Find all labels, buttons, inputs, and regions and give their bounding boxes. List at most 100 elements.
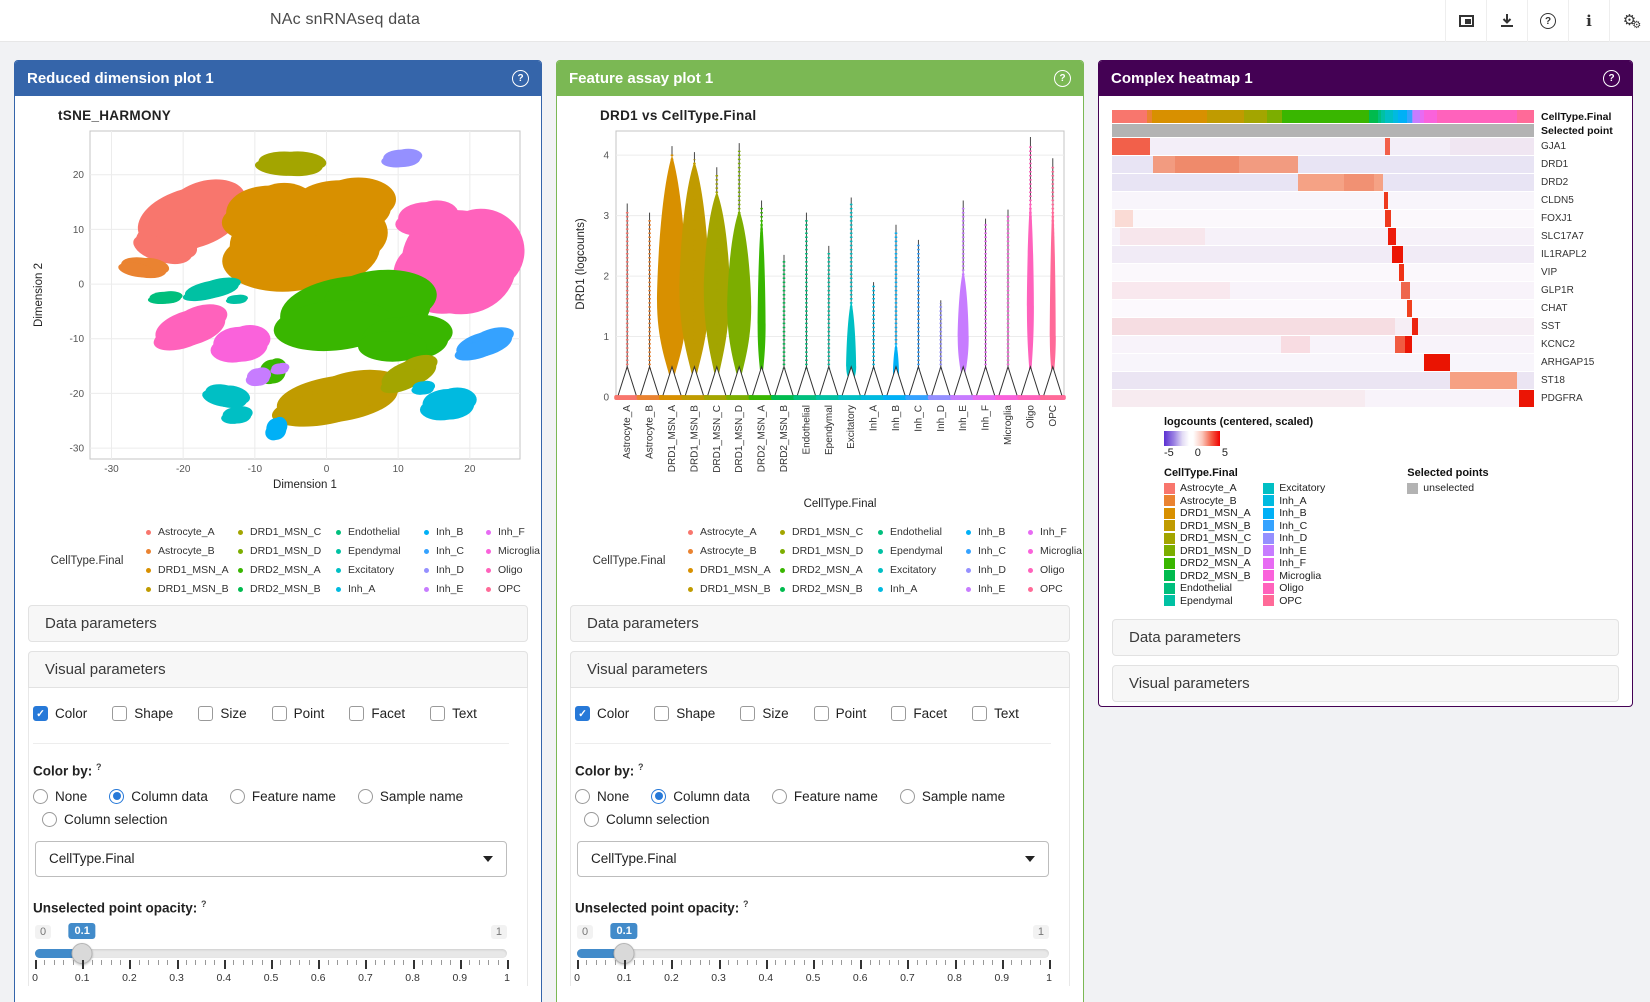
legend-dot-icon xyxy=(146,529,151,535)
accordion-visual-parameters[interactable]: Visual parameters xyxy=(570,651,1070,688)
checkbox-facet[interactable]: Facet xyxy=(349,706,405,721)
heatmap-gene-row[interactable]: DRD1 xyxy=(1112,156,1619,173)
heatmap-colorbar-ticks: -5 0 5 xyxy=(1164,447,1228,459)
checkbox-size[interactable]: Size xyxy=(740,706,789,721)
radio-feature-name[interactable]: Feature name xyxy=(771,788,878,804)
checkbox-text[interactable]: Text xyxy=(430,706,477,721)
radio-none[interactable]: None xyxy=(33,788,87,804)
heatmap-gene-row[interactable]: PDGFRA xyxy=(1112,390,1619,407)
checkbox-shape[interactable]: Shape xyxy=(654,706,715,721)
organization-icon[interactable] xyxy=(1445,0,1486,42)
color-by-column-select[interactable]: CellType.Final xyxy=(35,840,507,877)
settings-gears-icon[interactable]: ⚙⚙ xyxy=(1609,0,1650,42)
legend-item: Astrocyte_B xyxy=(688,545,780,557)
cluster-Inh_E xyxy=(245,373,265,387)
celltype-legend-item: Inh_F xyxy=(1263,557,1325,570)
radio-none[interactable]: None xyxy=(575,788,629,804)
heatmap-gene-row[interactable]: VIP xyxy=(1112,264,1619,281)
slider-track[interactable] xyxy=(577,943,1049,964)
heatmap-gene-row[interactable]: DRD2 xyxy=(1112,174,1619,191)
question-glyph: ? xyxy=(1540,13,1556,29)
legend-item: DRD1_MSN_C xyxy=(780,526,878,538)
legend-item: DRD2_MSN_B xyxy=(238,583,336,595)
heatmap-gene-row[interactable]: GLP1R xyxy=(1112,282,1619,299)
heatmap-gene-row[interactable]: ST18 xyxy=(1112,372,1619,389)
checkbox-unchecked-icon xyxy=(198,706,214,721)
opacity-slider[interactable]: 0 1 0.1 0 0.1 0.2 0.3 0.4 0.5 0.6 0.7 0.8 0.9 1 xyxy=(32,923,510,986)
radio-column-data[interactable]: Column data xyxy=(109,788,208,804)
accordion-data-parameters[interactable]: Data parameters xyxy=(1112,619,1619,656)
checkbox-point[interactable]: Point xyxy=(271,706,324,721)
legend-items: Astrocyte_A DRD1_MSN_C Endothelial Inh_B Inh… xyxy=(146,526,541,595)
svg-text:2: 2 xyxy=(603,272,609,283)
radio-selected-icon xyxy=(109,788,125,804)
panel-header-heatmap[interactable]: Complex heatmap 1 ? xyxy=(1099,61,1632,96)
cluster-Astrocyte_B xyxy=(118,262,155,278)
heatmap-gene-row[interactable]: SST xyxy=(1112,318,1619,335)
celltype-legend-item: Astrocyte_A xyxy=(1164,482,1251,495)
checkbox-shape[interactable]: Shape xyxy=(112,706,173,721)
download-icon[interactable] xyxy=(1486,0,1527,42)
help-mark[interactable]: ? xyxy=(96,762,102,772)
legend-item: Inh_D xyxy=(424,564,486,576)
celltype-legend-item: DRD1_MSN_D xyxy=(1164,545,1251,558)
heatmap-body[interactable]: CellType.Final Selected point GJA1 DRD1 DRD2… xyxy=(1112,110,1619,407)
checkbox-size[interactable]: Size xyxy=(198,706,247,721)
tsne-scatter-plot[interactable]: -30 -20 -10 0 10 20 -30 -20 -10 0 10 20 Dimension 1 D… xyxy=(28,125,528,515)
checkbox-unchecked-icon xyxy=(271,706,287,721)
radio-feature-name[interactable]: Feature name xyxy=(229,788,336,804)
celltype-swatch xyxy=(1164,482,1175,494)
checkbox-facet[interactable]: Facet xyxy=(891,706,947,721)
violin-plot[interactable]: Astrocyte_A Astrocyte_B DRD1_MSN_A DRD1_MSN… xyxy=(570,125,1070,515)
help-mark[interactable]: ? xyxy=(638,762,644,772)
checkbox-color[interactable]: ✓ Color xyxy=(575,706,629,721)
panel-help-icon[interactable]: ? xyxy=(1054,70,1071,87)
celltype-legend-item: Inh_A xyxy=(1263,495,1325,508)
radio-sample-name[interactable]: Sample name xyxy=(357,788,463,804)
heatmap-segment xyxy=(1401,282,1410,299)
annotation-segment-DRD1_MSN_B xyxy=(1207,110,1244,123)
legend-item: Excitatory xyxy=(878,564,966,576)
panel-help-icon[interactable]: ? xyxy=(512,70,529,87)
svg-text:OPC: OPC xyxy=(1048,405,1059,427)
heatmap-legend: logcounts (centered, scaled) -5 0 5 Cell… xyxy=(1164,416,1619,607)
heatmap-gene-row[interactable]: KCNC2 xyxy=(1112,336,1619,353)
checkbox-color[interactable]: ✓ Color xyxy=(33,706,87,721)
heatmap-gene-row[interactable]: FOXJ1 xyxy=(1112,210,1619,227)
radio-sample-name[interactable]: Sample name xyxy=(899,788,1005,804)
legend-item: DRD1_MSN_D xyxy=(238,545,336,557)
heatmap-gene-row[interactable]: CLDN5 xyxy=(1112,192,1619,209)
radio-column-selection[interactable]: Column selection xyxy=(42,811,168,827)
heatmap-gene-row[interactable]: GJA1 xyxy=(1112,138,1619,155)
heatmap-gene-row[interactable]: SLC17A7 xyxy=(1112,228,1619,245)
panel-header-feature-assay[interactable]: Feature assay plot 1 ? xyxy=(557,61,1083,96)
heatmap-gene-row[interactable]: CHAT xyxy=(1112,300,1619,317)
legend-item: Inh_E xyxy=(966,583,1028,595)
slider-value-badge: 0.1 xyxy=(68,923,96,939)
opacity-slider[interactable]: 0 1 0.1 0 0.1 0.2 0.3 0.4 0.5 0.6 0.7 0.8 0.9 1 xyxy=(574,923,1052,986)
accordion-visual-parameters[interactable]: Visual parameters xyxy=(1112,665,1619,702)
help-icon[interactable]: ? xyxy=(1527,0,1568,42)
accordion-data-parameters[interactable]: Data parameters xyxy=(570,605,1070,642)
radio-column-data[interactable]: Column data xyxy=(651,788,750,804)
annotation-segment-DRD1_MSN_D xyxy=(1267,110,1283,123)
help-mark[interactable]: ? xyxy=(743,898,749,909)
panel-header-reduced-dim[interactable]: Reduced dimension plot 1 ? xyxy=(15,61,541,96)
celltype-swatch xyxy=(1164,545,1175,557)
accordion-visual-parameters[interactable]: Visual parameters xyxy=(28,651,528,688)
heatmap-gene-row[interactable]: ARHGAP15 xyxy=(1112,354,1619,371)
heatmap-segment xyxy=(1112,138,1150,155)
celltype-legend-item: DRD1_MSN_B xyxy=(1164,520,1251,533)
checkbox-text[interactable]: Text xyxy=(972,706,1019,721)
heatmap-gene-row[interactable]: IL1RAPL2 xyxy=(1112,246,1619,263)
slider-track[interactable] xyxy=(35,943,507,964)
radio-column-selection[interactable]: Column selection xyxy=(584,811,710,827)
accordion-data-parameters[interactable]: Data parameters xyxy=(28,605,528,642)
help-mark[interactable]: ? xyxy=(201,898,207,909)
info-icon[interactable]: i xyxy=(1568,0,1609,42)
checkbox-point[interactable]: Point xyxy=(813,706,866,721)
celltype-swatch xyxy=(1263,520,1275,532)
panel-help-icon[interactable]: ? xyxy=(1603,70,1620,87)
annotation-segment-Endothelial xyxy=(1377,110,1382,123)
color-by-column-select[interactable]: CellType.Final xyxy=(577,840,1049,877)
